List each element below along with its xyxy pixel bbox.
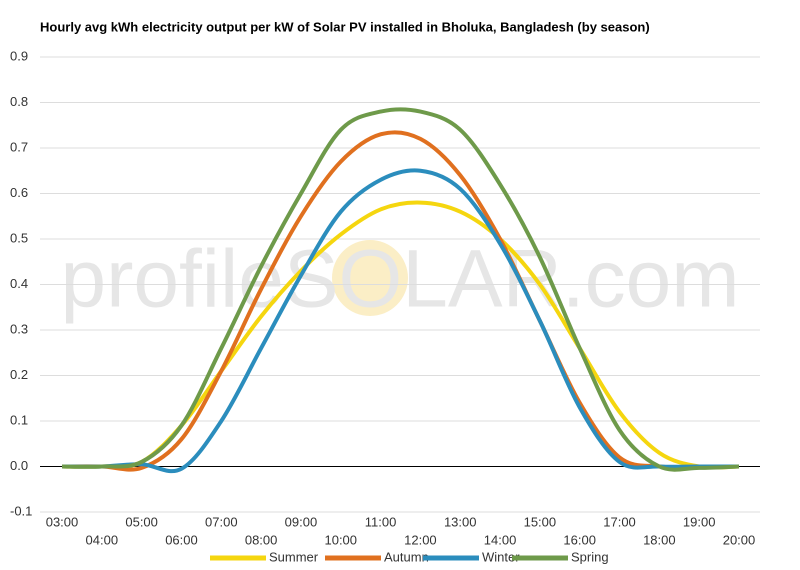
x-tick-label: 17:00 — [603, 514, 636, 529]
x-tick-label: 18:00 — [643, 532, 676, 547]
y-tick-label: 0.7 — [10, 139, 28, 154]
y-tick-label: 0.5 — [10, 230, 28, 245]
legend-label: Spring — [571, 549, 609, 564]
x-tick-label: 14:00 — [484, 532, 517, 547]
y-tick-label: 0.0 — [10, 458, 28, 473]
x-tick-label: 16:00 — [563, 532, 596, 547]
x-tick-label: 15:00 — [524, 514, 557, 529]
legend-label: Summer — [269, 549, 319, 564]
x-tick-label: 13:00 — [444, 514, 477, 529]
y-tick-label: 0.8 — [10, 94, 28, 109]
watermark-sun — [332, 240, 408, 316]
y-tick-label: 0.9 — [10, 48, 28, 63]
watermark: profileSOLAR.com — [60, 234, 739, 325]
series-line — [61, 130, 739, 472]
x-tick-label: 09:00 — [285, 514, 318, 529]
series-line — [61, 107, 740, 472]
x-tick-label: 03:00 — [46, 514, 79, 529]
chart-title: Hourly avg kWh electricity output per kW… — [40, 19, 650, 34]
y-tick-label: 0.6 — [10, 185, 28, 200]
y-tick-label: -0.1 — [10, 503, 32, 518]
x-tick-label: 12:00 — [404, 532, 437, 547]
x-tick-label: 04:00 — [86, 532, 119, 547]
y-tick-label: 0.3 — [10, 321, 28, 336]
legend-label: Autumn — [384, 549, 429, 564]
x-tick-label: 19:00 — [683, 514, 716, 529]
y-tick-label: 0.2 — [10, 367, 28, 382]
x-tick-label: 20:00 — [723, 532, 756, 547]
x-tick-label: 10:00 — [324, 532, 357, 547]
y-tick-label: 0.4 — [10, 276, 28, 291]
x-tick-label: 05:00 — [125, 514, 158, 529]
x-tick-label: 06:00 — [165, 532, 198, 547]
x-tick-label: 07:00 — [205, 514, 238, 529]
y-tick-label: 0.1 — [10, 412, 28, 427]
x-tick-label: 11:00 — [365, 514, 397, 529]
legend-label: Winter — [482, 549, 520, 564]
x-tick-label: 08:00 — [245, 532, 278, 547]
series-line — [61, 168, 739, 474]
